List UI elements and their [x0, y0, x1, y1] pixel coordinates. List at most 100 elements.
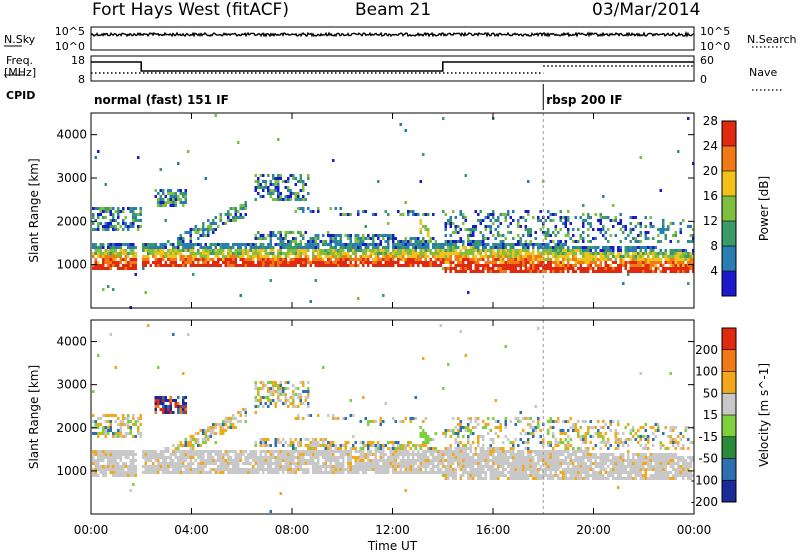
data-cell	[252, 258, 255, 261]
data-cell	[227, 459, 230, 462]
data-cell	[572, 246, 575, 249]
data-cell	[499, 459, 502, 462]
data-cell	[484, 243, 487, 246]
data-cell	[349, 261, 352, 264]
data-cell	[159, 255, 162, 258]
data-cell	[404, 468, 407, 471]
data-cell	[119, 246, 122, 249]
data-cell	[112, 261, 115, 264]
data-cell	[617, 252, 620, 255]
data-cell	[264, 237, 267, 240]
data-cell	[207, 261, 210, 264]
data-cell	[124, 252, 127, 255]
data-cell	[499, 447, 502, 450]
data-cell	[317, 471, 320, 474]
data-cell	[424, 228, 427, 231]
data-cell	[632, 246, 635, 249]
data-cell	[319, 264, 322, 267]
data-cell	[442, 255, 445, 258]
data-cell	[322, 456, 325, 459]
data-cell	[689, 255, 692, 258]
data-cell	[384, 465, 387, 468]
data-cell	[337, 258, 340, 261]
data-cell	[314, 258, 317, 261]
colorbar-segment	[722, 196, 736, 221]
data-cell	[192, 471, 195, 474]
data-cell	[354, 258, 357, 261]
data-cell	[234, 426, 237, 429]
data-cell	[177, 240, 180, 243]
data-cell	[499, 462, 502, 465]
data-cell	[114, 246, 117, 249]
data-cell	[537, 459, 540, 462]
freq-panel-frame	[90, 55, 695, 82]
data-cell	[474, 246, 477, 249]
data-cell	[234, 459, 237, 462]
data-cell	[347, 237, 350, 240]
data-cell	[129, 471, 132, 474]
data-cell	[404, 450, 407, 453]
data-cell	[659, 252, 662, 255]
data-cell	[232, 207, 235, 210]
data-cell	[587, 216, 590, 219]
station-title: Fort Hays West (fitACF)	[92, 0, 289, 20]
data-cell	[274, 450, 277, 453]
data-cell	[212, 252, 215, 255]
data-cell	[439, 243, 442, 246]
data-cell	[279, 459, 282, 462]
data-cell	[692, 258, 695, 261]
data-cell	[689, 264, 692, 267]
data-cell	[227, 456, 230, 459]
data-cell	[554, 270, 557, 273]
data-cell	[172, 246, 175, 249]
data-cell	[94, 462, 97, 465]
data-cell	[127, 252, 130, 255]
data-cell	[182, 204, 185, 207]
data-cell	[359, 453, 362, 456]
data-cell	[234, 261, 237, 264]
data-cell	[524, 228, 527, 231]
data-cell	[202, 438, 205, 441]
data-cell	[407, 210, 410, 213]
data-cell	[457, 225, 460, 228]
data-cell	[219, 468, 222, 471]
data-cell	[117, 228, 120, 231]
data-cell	[394, 453, 397, 456]
data-cell	[504, 459, 507, 462]
data-cell	[119, 429, 122, 432]
data-cell	[567, 210, 570, 213]
data-cell	[472, 456, 475, 459]
data-cell	[179, 408, 182, 411]
data-cell	[522, 270, 525, 273]
data-cell	[499, 423, 502, 426]
data-cell	[302, 468, 305, 471]
data-cell	[644, 216, 647, 219]
data-cell	[507, 471, 510, 474]
data-cell	[199, 243, 202, 246]
data-cell	[112, 213, 115, 216]
data-cell	[599, 270, 602, 273]
data-cell	[447, 450, 450, 453]
data-cell	[302, 402, 305, 405]
data-cell	[214, 246, 217, 249]
data-cell	[557, 246, 560, 249]
data-cell	[187, 471, 190, 474]
data-cell	[262, 465, 265, 468]
data-cell	[384, 471, 387, 474]
data-cell	[487, 216, 490, 219]
data-cell	[139, 432, 142, 435]
data-cell	[407, 456, 410, 459]
data-cell	[274, 258, 277, 261]
data-cell	[444, 468, 447, 471]
data-cell	[559, 438, 562, 441]
data-cell	[182, 246, 185, 249]
data-cell	[432, 471, 435, 474]
data-cell	[229, 213, 232, 216]
data-cell	[307, 393, 310, 396]
data-cell	[402, 420, 405, 423]
data-cell	[507, 213, 510, 216]
data-cell	[94, 264, 97, 267]
data-cell	[529, 270, 532, 273]
data-cell	[679, 231, 682, 234]
data-cell	[537, 474, 540, 477]
